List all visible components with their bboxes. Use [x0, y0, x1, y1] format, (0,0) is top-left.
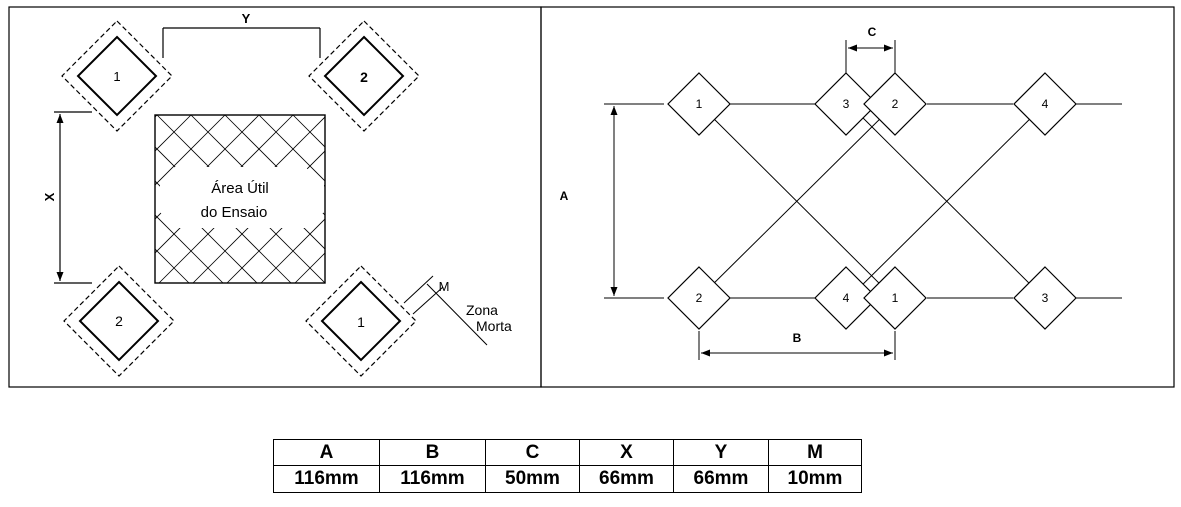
- dimension-x: [54, 111, 92, 284]
- bottom-sensor-1: 1: [863, 266, 927, 330]
- header-c: C: [485, 439, 580, 466]
- test-area: Área Útil do Ensaio: [154, 114, 326, 284]
- bottom-sensor-1-label: 1: [892, 291, 899, 305]
- dimension-table-container: A B C X Y M 116mm 116mm 50mm 66mm 66mm 1…: [273, 439, 862, 493]
- sensor-br: 1: [305, 265, 417, 377]
- header-y: Y: [673, 439, 769, 466]
- test-area-label-line1: Área Útil: [211, 180, 269, 197]
- top-sensor-2: 2: [863, 72, 927, 136]
- sensor-bl: 2: [63, 265, 175, 377]
- top-sensor-2-label: 2: [892, 97, 899, 111]
- sensor-tl-label: 1: [113, 69, 120, 84]
- right-panel-frame: [540, 6, 1175, 388]
- top-sensor-3-label: 3: [843, 97, 850, 111]
- bottom-sensor-4-label: 4: [843, 291, 850, 305]
- header-x: X: [579, 439, 674, 466]
- value-a: 116mm: [273, 465, 380, 493]
- bottom-sensor-2: 2: [667, 266, 731, 330]
- dimension-x-label: X: [42, 192, 57, 201]
- top-sensor-3: 3: [814, 72, 878, 136]
- dimension-b-label: B: [793, 331, 802, 345]
- dimension-c-label: C: [868, 25, 877, 39]
- top-sensor-4: 4: [1013, 72, 1077, 136]
- sensor-bl-label: 2: [115, 313, 123, 329]
- value-m: 10mm: [768, 465, 862, 493]
- sensor-tl: 1: [61, 20, 173, 132]
- dimension-y: [162, 27, 321, 58]
- top-sensor-1-label: 1: [696, 97, 703, 111]
- sensor-tr-label: 2: [360, 69, 368, 85]
- dimension-table: A B C X Y M 116mm 116mm 50mm 66mm 66mm 1…: [273, 439, 862, 493]
- dead-zone-label-line1: Zona: [466, 302, 498, 318]
- bottom-sensor-4: 4: [814, 266, 878, 330]
- top-sensor-1: 1: [667, 72, 731, 136]
- value-c: 50mm: [485, 465, 580, 493]
- test-area-label-box: [160, 167, 324, 228]
- value-x: 66mm: [579, 465, 674, 493]
- connection-lines: [698, 103, 1122, 299]
- header-b: B: [379, 439, 486, 466]
- dimension-b: [698, 331, 896, 360]
- dimension-c: [845, 40, 896, 73]
- sensor-br-label: 1: [357, 314, 365, 330]
- value-b: 116mm: [379, 465, 486, 493]
- header-m: M: [768, 439, 862, 466]
- dimension-table-value-row: 116mm 116mm 50mm 66mm 66mm 10mm: [273, 465, 862, 493]
- dimension-y-label: Y: [242, 11, 251, 26]
- dimension-a-label: A: [560, 189, 569, 203]
- sensor-tr: 2: [308, 20, 420, 132]
- value-y: 66mm: [673, 465, 769, 493]
- dimension-m: [403, 275, 488, 346]
- dead-zone-label-line2: Morta: [476, 318, 512, 334]
- bottom-sensor-3-label: 3: [1042, 291, 1049, 305]
- bottom-sensor-2-label: 2: [696, 291, 703, 305]
- test-area-label-line2: do Ensaio: [201, 204, 268, 221]
- bottom-sensor-3: 3: [1013, 266, 1077, 330]
- dimension-m-label: M: [439, 279, 450, 294]
- header-a: A: [273, 439, 380, 466]
- dimension-a: [604, 103, 664, 299]
- top-sensor-4-label: 4: [1042, 97, 1049, 111]
- dimension-table-header-row: A B C X Y M: [273, 439, 862, 466]
